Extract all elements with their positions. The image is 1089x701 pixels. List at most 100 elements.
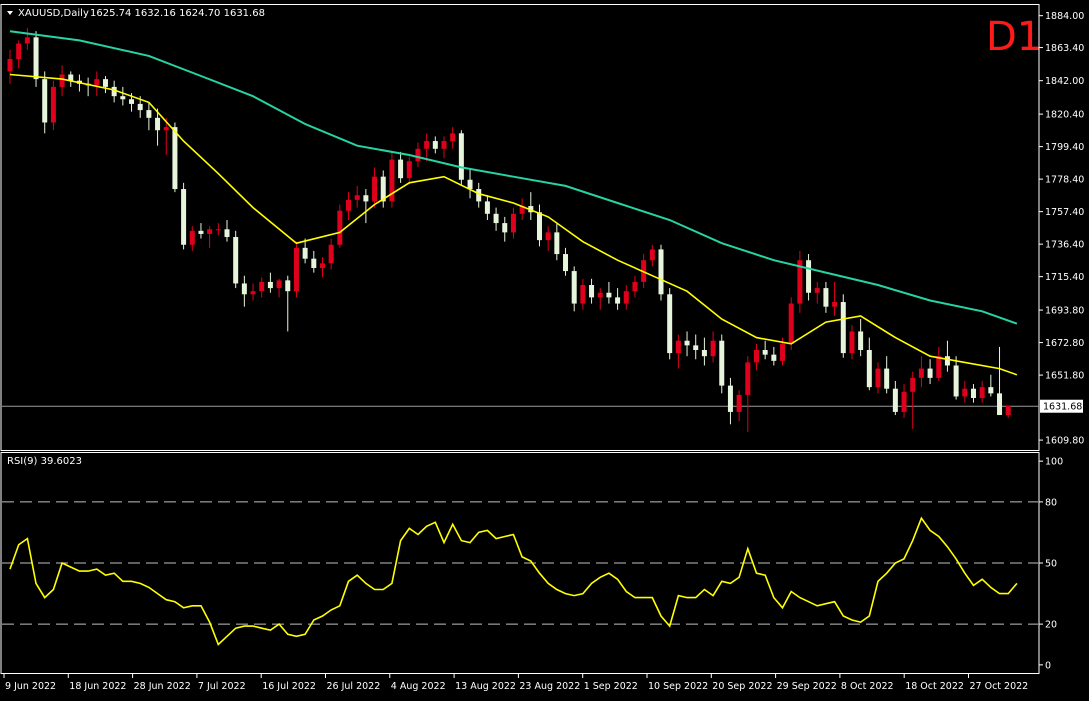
candle-bull — [519, 206, 525, 214]
candle-bull — [736, 394, 742, 412]
candle-bear — [484, 201, 490, 214]
candle-bear — [536, 212, 542, 241]
candle-bull — [780, 343, 786, 361]
candle-bear — [719, 340, 725, 386]
candle-bull — [580, 285, 586, 304]
candle-bear — [858, 331, 864, 351]
price-tick-label: 1609.80 — [1045, 436, 1084, 447]
rsi-tick-label: 50 — [1045, 559, 1057, 570]
date-tick-label: 16 Jul 2022 — [262, 681, 316, 692]
candle-bear — [866, 350, 872, 388]
candle-bear — [806, 260, 812, 293]
date-tick-label: 9 Jun 2022 — [5, 681, 56, 692]
date-tick-label: 4 Aug 2022 — [391, 681, 446, 692]
candle-bull — [979, 387, 985, 398]
ma-slow-line — [9, 30, 1018, 325]
candle-bull — [24, 37, 30, 44]
candle-bull — [50, 86, 56, 123]
candle-bull — [293, 247, 299, 292]
candle-bull — [832, 302, 838, 307]
candle-bull — [163, 127, 169, 131]
candle-bear — [42, 79, 48, 123]
candle-bear — [493, 213, 499, 224]
candle-bull — [259, 281, 265, 292]
candle-bear — [311, 258, 317, 268]
price-tick-label: 1820.40 — [1045, 110, 1084, 121]
candle-bear — [198, 230, 204, 234]
price-tick-label: 1842.00 — [1045, 76, 1084, 87]
candle-bull — [1005, 405, 1011, 416]
candle-bear — [615, 297, 621, 304]
candle-bear — [146, 110, 152, 118]
candle-bull — [250, 291, 256, 295]
candle-bear — [554, 232, 560, 255]
date-tick-label: 28 Jun 2022 — [134, 681, 191, 692]
chart-header: XAUUSD,Daily 1625.74 1632.16 1624.70 163… — [7, 8, 1042, 60]
date-tick-label: 18 Jun 2022 — [69, 681, 126, 692]
price-tick-label: 1778.40 — [1045, 175, 1084, 186]
date-tick-label: 10 Sep 2022 — [648, 681, 708, 692]
candle-bull — [788, 303, 794, 344]
candle-bull — [276, 280, 282, 289]
rsi-line — [9, 516, 1018, 646]
candle-bear — [927, 368, 933, 378]
candle-bear — [432, 141, 438, 149]
candle-bull — [918, 368, 924, 378]
candle-bull — [510, 213, 516, 233]
candle-bull — [328, 244, 334, 264]
main-panel-frame — [0, 4, 1040, 451]
candle-bull — [406, 161, 412, 179]
candle-bull — [632, 281, 638, 292]
candle-bull — [189, 230, 195, 245]
date-tick-label: 26 Jul 2022 — [327, 681, 381, 692]
candle-bear — [33, 37, 39, 80]
ohlc-values: 1625.74 1632.16 1624.70 1631.68 — [90, 8, 265, 19]
candle-bear — [892, 388, 898, 412]
candle-bull — [337, 210, 343, 245]
candle-bull — [753, 350, 759, 363]
candle-bear — [458, 133, 464, 180]
candle-bull — [675, 340, 681, 354]
candle-bull — [597, 292, 603, 298]
candle-bull — [901, 391, 907, 412]
date-tick-label: 1 Sep 2022 — [584, 681, 638, 692]
price-tick-label: 1736.40 — [1045, 240, 1084, 251]
candle-bull — [745, 362, 751, 395]
candle-bull — [59, 74, 65, 87]
candle-bear — [233, 237, 239, 284]
candle-bear — [302, 247, 308, 259]
candle-bull — [94, 79, 100, 86]
price-tick-label: 1672.80 — [1045, 338, 1084, 349]
candle-bull — [962, 388, 968, 397]
candle-bear — [884, 368, 890, 389]
candle-bear — [68, 74, 74, 81]
candle-bear — [840, 302, 846, 354]
candle-bear — [988, 387, 994, 394]
price-tick-label: 1799.40 — [1045, 142, 1084, 153]
dropdown-triangle-icon[interactable] — [7, 11, 13, 15]
candle-bear — [701, 350, 707, 357]
candle-bull — [415, 148, 421, 162]
date-tick-label: 18 Oct 2022 — [905, 681, 964, 692]
candle-bull — [910, 377, 916, 392]
candle-bull — [936, 356, 942, 378]
candle-bull — [16, 43, 22, 60]
candles — [7, 28, 1011, 433]
candle-bear — [172, 127, 178, 190]
candle-bear — [944, 356, 950, 366]
candle-bull — [372, 176, 378, 202]
current-price-label: 1631.68 — [1043, 402, 1082, 413]
candle-bear — [589, 285, 595, 298]
candle-bear — [111, 86, 117, 97]
candle-bear — [684, 340, 690, 346]
candle-bull — [319, 263, 325, 268]
candle-bear — [476, 189, 482, 202]
candle-bull — [545, 232, 551, 241]
candle-bear — [241, 283, 247, 295]
ma-fast-line — [9, 73, 1018, 376]
date-tick-label: 20 Sep 2022 — [712, 681, 772, 692]
candle-bear — [693, 345, 699, 351]
candle-bull — [875, 368, 881, 388]
